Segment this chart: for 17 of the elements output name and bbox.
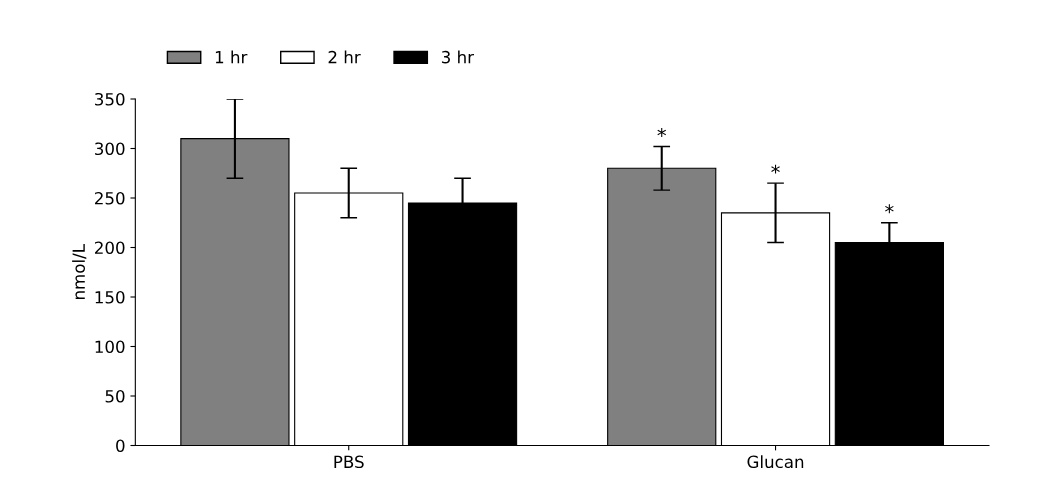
x-tick-label: PBS [334,455,364,469]
x-tick-label: Glucan [747,455,804,469]
y-axis-title: nmol/L [72,244,87,299]
y-tick-label: 0 [116,439,125,453]
y-tick-label: 350 [95,92,125,106]
legend-label: 3 hr [441,50,475,64]
legend-label: 2 hr [328,50,361,64]
y-tick-label: 150 [95,290,125,304]
data-label: * [657,128,667,137]
y-tick-label: 200 [95,241,125,255]
legend-label: 1 hr [215,50,248,64]
y-tick-label: 100 [95,340,125,354]
data-label: * [885,204,894,214]
y-tick-label: 300 [95,142,125,156]
data-label: * [771,164,780,174]
y-tick-label: 250 [95,191,125,205]
y-tick-label: 50 [105,389,125,403]
